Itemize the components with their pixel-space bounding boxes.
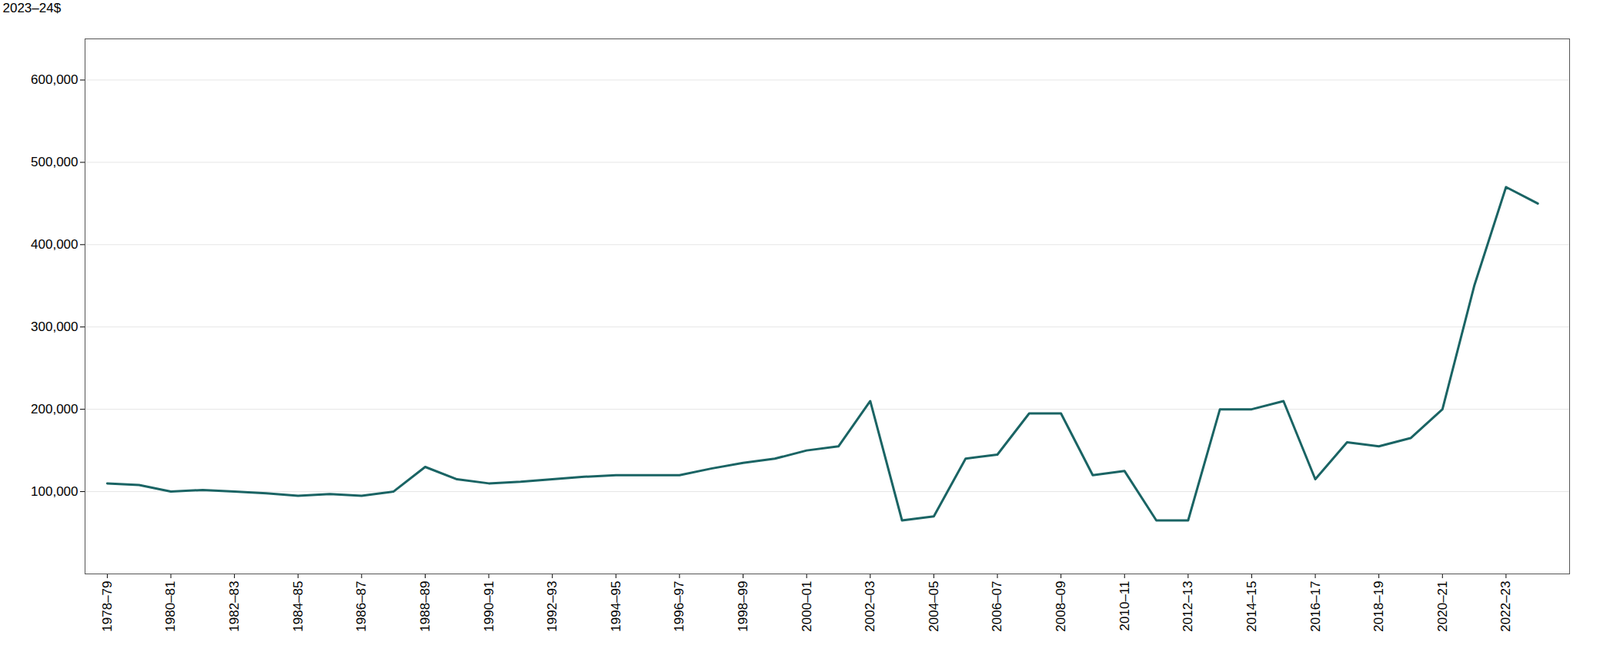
svg-text:2010–11: 2010–11 <box>1117 581 1133 632</box>
svg-text:2004–05: 2004–05 <box>926 581 942 632</box>
svg-text:600,000: 600,000 <box>30 72 78 87</box>
svg-text:100,000: 100,000 <box>30 484 78 499</box>
svg-text:2000–01: 2000–01 <box>799 581 815 632</box>
svg-text:1986–87: 1986–87 <box>354 581 369 632</box>
svg-text:1982–83: 1982–83 <box>227 581 242 632</box>
svg-text:1992–93: 1992–93 <box>544 581 560 632</box>
svg-text:2022–23: 2022–23 <box>1498 581 1514 632</box>
svg-text:200,000: 200,000 <box>30 401 78 417</box>
svg-text:1996–97: 1996–97 <box>671 581 687 632</box>
svg-text:2018–19: 2018–19 <box>1371 581 1387 632</box>
svg-text:300,000: 300,000 <box>30 319 78 335</box>
svg-text:2002–03: 2002–03 <box>862 581 878 632</box>
svg-text:2020–21: 2020–21 <box>1435 581 1450 632</box>
svg-text:2023–24$: 2023–24$ <box>3 0 62 16</box>
svg-text:1988–89: 1988–89 <box>417 581 433 632</box>
svg-text:400,000: 400,000 <box>30 237 78 252</box>
svg-text:2016–17: 2016–17 <box>1307 581 1323 632</box>
svg-text:1990–91: 1990–91 <box>481 581 497 632</box>
svg-text:2006–07: 2006–07 <box>989 581 1005 632</box>
svg-text:1998–99: 1998–99 <box>735 581 751 632</box>
svg-text:1978–79: 1978–79 <box>100 581 115 632</box>
svg-text:2012–13: 2012–13 <box>1180 581 1196 632</box>
svg-text:1984–85: 1984–85 <box>290 581 306 632</box>
svg-text:2014–15: 2014–15 <box>1244 581 1260 632</box>
svg-text:500,000: 500,000 <box>30 154 78 170</box>
svg-text:1980–81: 1980–81 <box>163 581 178 632</box>
svg-text:1994–95: 1994–95 <box>608 581 624 632</box>
svg-text:2008–09: 2008–09 <box>1053 581 1069 632</box>
